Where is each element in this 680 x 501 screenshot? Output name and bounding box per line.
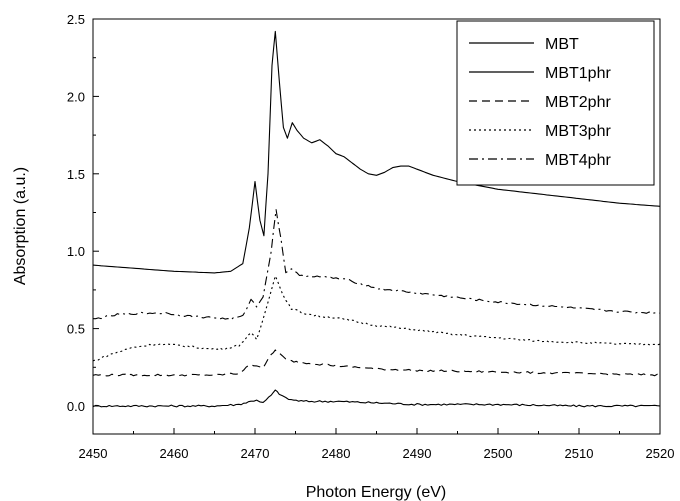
- x-tick-label: 2500: [484, 446, 513, 461]
- legend-label-mbt1phr: MBT1phr: [545, 65, 611, 82]
- series-line-mbt: [92, 30, 661, 274]
- x-tick-label: 2450: [79, 446, 108, 461]
- plot-lines: [92, 30, 661, 408]
- y-tick-label: 0.5: [67, 322, 85, 337]
- series-line-mbt4phr: [93, 209, 661, 321]
- x-tick-label: 2480: [322, 446, 351, 461]
- legend: MBT MBT1phr MBT2phr MBT3phr MBT4phr: [456, 20, 655, 186]
- y-tick-label: 2.0: [67, 89, 85, 104]
- y-axis-title: Absorption (a.u.): [12, 167, 29, 285]
- legend-label-mbt2phr: MBT2phr: [545, 94, 611, 111]
- x-tick-label: 2510: [565, 446, 594, 461]
- axis-ticks: [92, 18, 661, 434]
- y-tick-label: 2.5: [67, 12, 85, 27]
- x-axis-title: Photon Energy (eV): [306, 484, 447, 501]
- legend-label-mbt3phr: MBT3phr: [545, 123, 611, 140]
- y-tick-label: 1.0: [67, 244, 85, 259]
- x-tick-label: 2520: [646, 446, 675, 461]
- x-tick-label: 2490: [403, 446, 432, 461]
- series-line-mbt3phr: [92, 275, 661, 362]
- series-line-mbt2phr: [92, 349, 661, 377]
- legend-label-mbt4phr: MBT4phr: [545, 152, 611, 169]
- tick-labels: 2450 2460 2470 2480 2490 2500 2510 2520 0.0 0.5 1.…: [67, 12, 675, 461]
- y-tick-label: 0.0: [67, 399, 85, 414]
- legend-box: [456, 20, 655, 186]
- x-tick-label: 2460: [160, 446, 189, 461]
- x-tick-label: 2470: [241, 446, 270, 461]
- legend-label-mbt: MBT: [545, 36, 579, 53]
- y-tick-label: 1.5: [67, 167, 85, 182]
- series-line-mbt1phr: [92, 389, 661, 408]
